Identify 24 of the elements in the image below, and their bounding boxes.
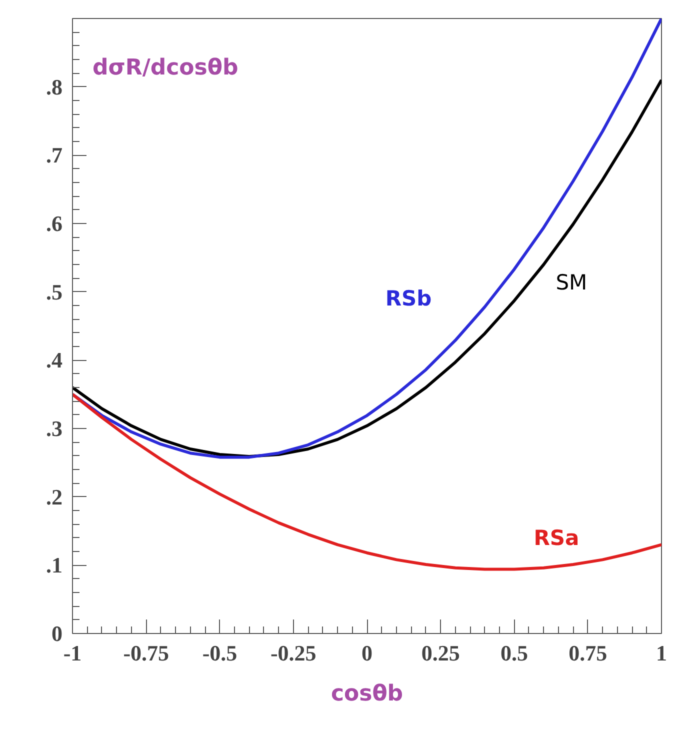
x-tick-label: -0.5: [202, 640, 238, 666]
x-tick-label: 0: [362, 640, 372, 666]
x-tick-label: -0.25: [270, 640, 316, 666]
series-label: RSb: [385, 286, 432, 310]
series-label: RSa: [534, 526, 580, 550]
x-tick-label: -0.75: [123, 640, 170, 666]
x-axis-title: cosθb: [330, 682, 404, 706]
x-tick-label: 1: [656, 640, 667, 666]
line-series: [72, 392, 662, 571]
y-tick-label: .8: [46, 74, 62, 100]
text: dσR/dcosθb: [92, 56, 238, 80]
y-tick-label: 0: [52, 621, 62, 646]
x-tick-label: -1: [63, 640, 82, 666]
series-label: SM: [556, 270, 588, 294]
y-tick-label: .5: [46, 279, 62, 304]
x-tick-label: 0.25: [421, 640, 460, 666]
y-tick-label: .2: [46, 484, 62, 510]
x-tick-label: 0.5: [500, 640, 528, 666]
x-tick-label: 0.75: [568, 640, 608, 666]
y-tick-label: .4: [46, 348, 62, 373]
y-tick-label: .7: [46, 142, 62, 168]
y-tick-label: .1: [46, 552, 62, 578]
y-tick-label: .3: [46, 416, 62, 441]
y-tick-label: .6: [46, 211, 62, 236]
